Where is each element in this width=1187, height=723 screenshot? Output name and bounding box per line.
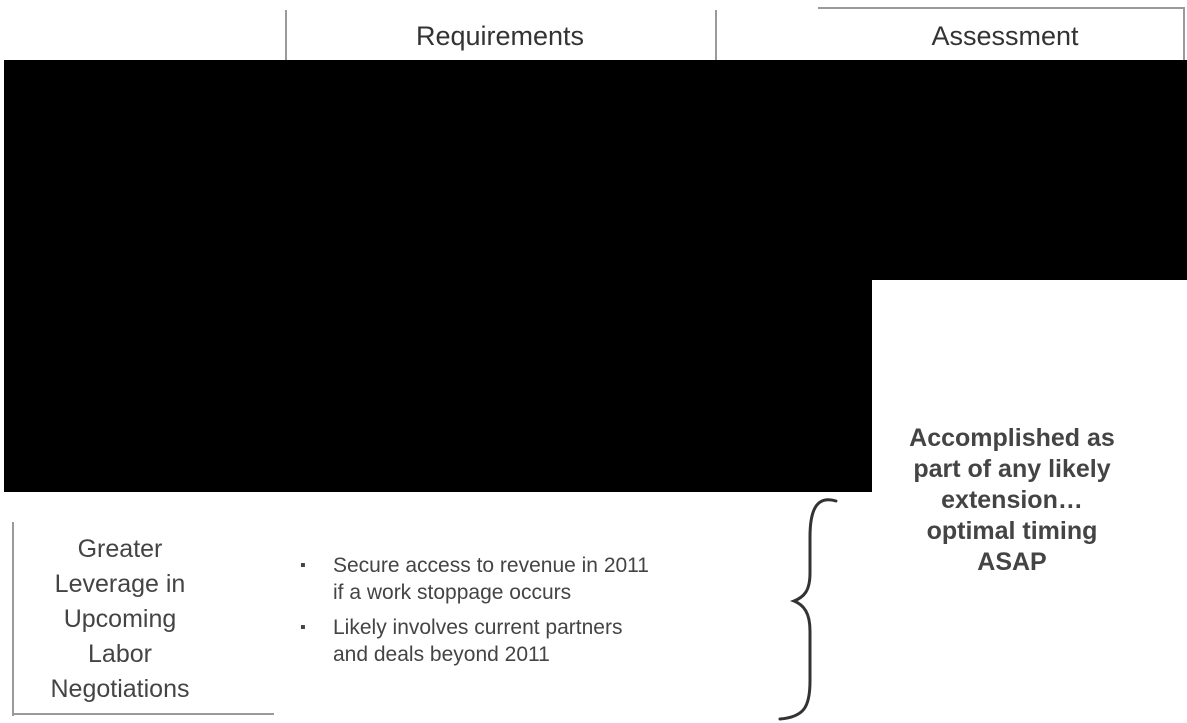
requirement-line: and deals beyond 2011	[333, 643, 550, 666]
row-label-line: Negotiations	[50, 675, 190, 703]
requirement-line: Secure access to revenue in 2011	[333, 554, 649, 577]
row-label-line: Upcoming	[63, 605, 177, 633]
row-label-line: Greater	[77, 535, 163, 563]
requirement-line: if a work stoppage occurs	[333, 581, 572, 604]
requirement-line: Likely involves current partners	[333, 616, 623, 639]
assessment-header: Assessment	[931, 21, 1079, 51]
assessment-header-right-rule	[1183, 7, 1185, 60]
requirement-item: ▪ Likely involves current partners and d…	[300, 614, 770, 668]
curly-brace-icon	[778, 498, 838, 721]
requirements-header: Requirements	[415, 21, 585, 51]
row-label: Greater Leverage in Upcoming Labor Negot…	[22, 532, 218, 707]
label-box-left-rule	[12, 522, 14, 716]
label-box-bottom-rule	[12, 713, 274, 715]
header-divider-right	[715, 10, 717, 60]
row-label-line: Leverage in	[54, 570, 186, 598]
assessment-line: part of any likely	[913, 455, 1111, 483]
redaction-block-right	[868, 60, 1187, 280]
assessment-text: Accomplished as part of any likely exten…	[870, 423, 1154, 578]
assessment-line: optimal timing	[926, 517, 1098, 545]
requirements-list: ▪ Secure access to revenue in 2011 if a …	[300, 552, 770, 676]
assessment-line: extension…	[941, 486, 1083, 514]
assessment-header-top-rule	[818, 7, 1184, 9]
redaction-block	[4, 60, 872, 492]
row-label-line: Labor	[88, 640, 152, 668]
bullet-square-icon: ▪	[300, 557, 306, 574]
requirement-item: ▪ Secure access to revenue in 2011 if a …	[300, 552, 770, 606]
header-divider-left	[285, 10, 287, 60]
bullet-square-icon: ▪	[300, 619, 306, 636]
assessment-line: Accomplished as	[909, 424, 1115, 452]
assessment-line: ASAP	[977, 548, 1047, 576]
